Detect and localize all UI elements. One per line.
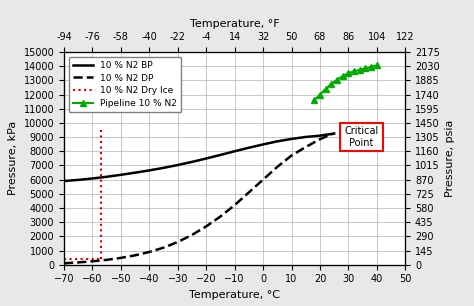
Y-axis label: Pressure, psia: Pressure, psia [446, 120, 456, 197]
X-axis label: Temperature, °C: Temperature, °C [189, 290, 280, 300]
FancyBboxPatch shape [340, 123, 383, 151]
Text: Critical
Point: Critical Point [344, 126, 378, 148]
Legend: 10 % N2 BP, 10 % N2 DP, 10 % N2 Dry Ice, Pipeline 10 % N2: 10 % N2 BP, 10 % N2 DP, 10 % N2 Dry Ice,… [69, 57, 182, 112]
Y-axis label: Pressure, kPa: Pressure, kPa [8, 121, 18, 196]
X-axis label: Temperature, °F: Temperature, °F [190, 19, 280, 29]
